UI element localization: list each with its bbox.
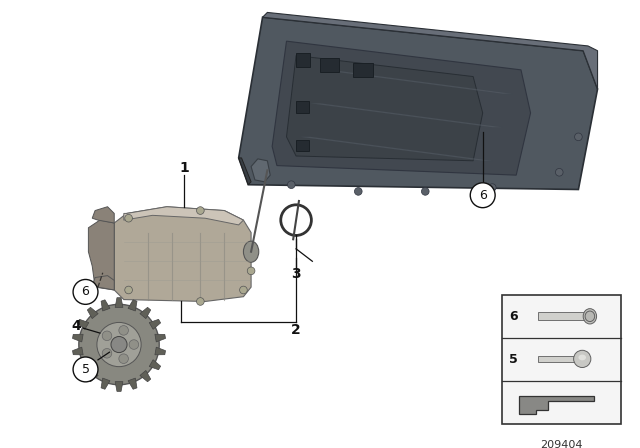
Circle shape (102, 349, 112, 358)
Ellipse shape (579, 354, 586, 360)
Circle shape (239, 286, 247, 294)
Text: 5: 5 (509, 353, 518, 366)
Polygon shape (101, 378, 110, 389)
Polygon shape (87, 307, 98, 319)
Text: 5: 5 (81, 363, 90, 376)
Circle shape (119, 354, 129, 363)
Polygon shape (72, 334, 83, 342)
Polygon shape (320, 58, 339, 72)
Polygon shape (311, 103, 502, 127)
Polygon shape (155, 334, 166, 342)
Ellipse shape (583, 309, 596, 324)
Text: 3: 3 (291, 267, 301, 281)
Polygon shape (93, 276, 114, 290)
Circle shape (73, 357, 98, 382)
Polygon shape (262, 13, 598, 89)
Bar (502, 295, 621, 424)
Text: 2: 2 (291, 323, 301, 337)
Polygon shape (114, 207, 251, 302)
Polygon shape (272, 41, 531, 175)
Polygon shape (287, 56, 483, 161)
Circle shape (125, 215, 132, 222)
Circle shape (79, 304, 159, 385)
Text: 1: 1 (179, 161, 189, 176)
Polygon shape (115, 382, 123, 392)
Polygon shape (239, 158, 251, 185)
Circle shape (97, 323, 141, 366)
Ellipse shape (585, 311, 595, 322)
Circle shape (102, 331, 112, 340)
Polygon shape (128, 300, 137, 311)
Polygon shape (149, 319, 161, 329)
Polygon shape (124, 207, 243, 225)
Circle shape (129, 340, 139, 349)
Circle shape (125, 286, 132, 294)
Circle shape (73, 280, 98, 304)
Text: 209404: 209404 (540, 440, 582, 448)
Text: 4: 4 (71, 319, 81, 333)
Polygon shape (140, 370, 150, 382)
Circle shape (575, 133, 582, 141)
Polygon shape (87, 370, 98, 382)
Polygon shape (321, 70, 513, 94)
Polygon shape (155, 347, 166, 355)
Circle shape (287, 181, 295, 189)
Polygon shape (140, 307, 150, 319)
Polygon shape (77, 319, 89, 329)
Polygon shape (77, 360, 89, 370)
Polygon shape (353, 63, 372, 77)
Polygon shape (101, 300, 110, 311)
Polygon shape (251, 159, 270, 182)
Polygon shape (72, 347, 83, 355)
Circle shape (196, 297, 204, 305)
Polygon shape (92, 207, 114, 223)
Text: 6: 6 (479, 189, 486, 202)
Polygon shape (128, 378, 137, 389)
Polygon shape (296, 52, 310, 67)
Polygon shape (115, 297, 123, 307)
Polygon shape (149, 360, 161, 370)
Circle shape (196, 207, 204, 215)
Circle shape (470, 183, 495, 208)
Ellipse shape (573, 350, 591, 367)
Text: 6: 6 (509, 310, 518, 323)
Polygon shape (519, 396, 594, 414)
Circle shape (355, 188, 362, 195)
Circle shape (422, 188, 429, 195)
Circle shape (247, 267, 255, 275)
Circle shape (119, 326, 129, 335)
Text: 6: 6 (81, 285, 90, 298)
Polygon shape (239, 17, 598, 190)
Circle shape (488, 184, 496, 191)
Circle shape (111, 336, 127, 353)
Polygon shape (296, 101, 308, 113)
Bar (538, 312, 588, 320)
Ellipse shape (243, 241, 259, 262)
Polygon shape (296, 140, 308, 151)
Polygon shape (301, 137, 492, 161)
Circle shape (556, 168, 563, 176)
Polygon shape (88, 220, 114, 290)
Bar (538, 356, 580, 362)
